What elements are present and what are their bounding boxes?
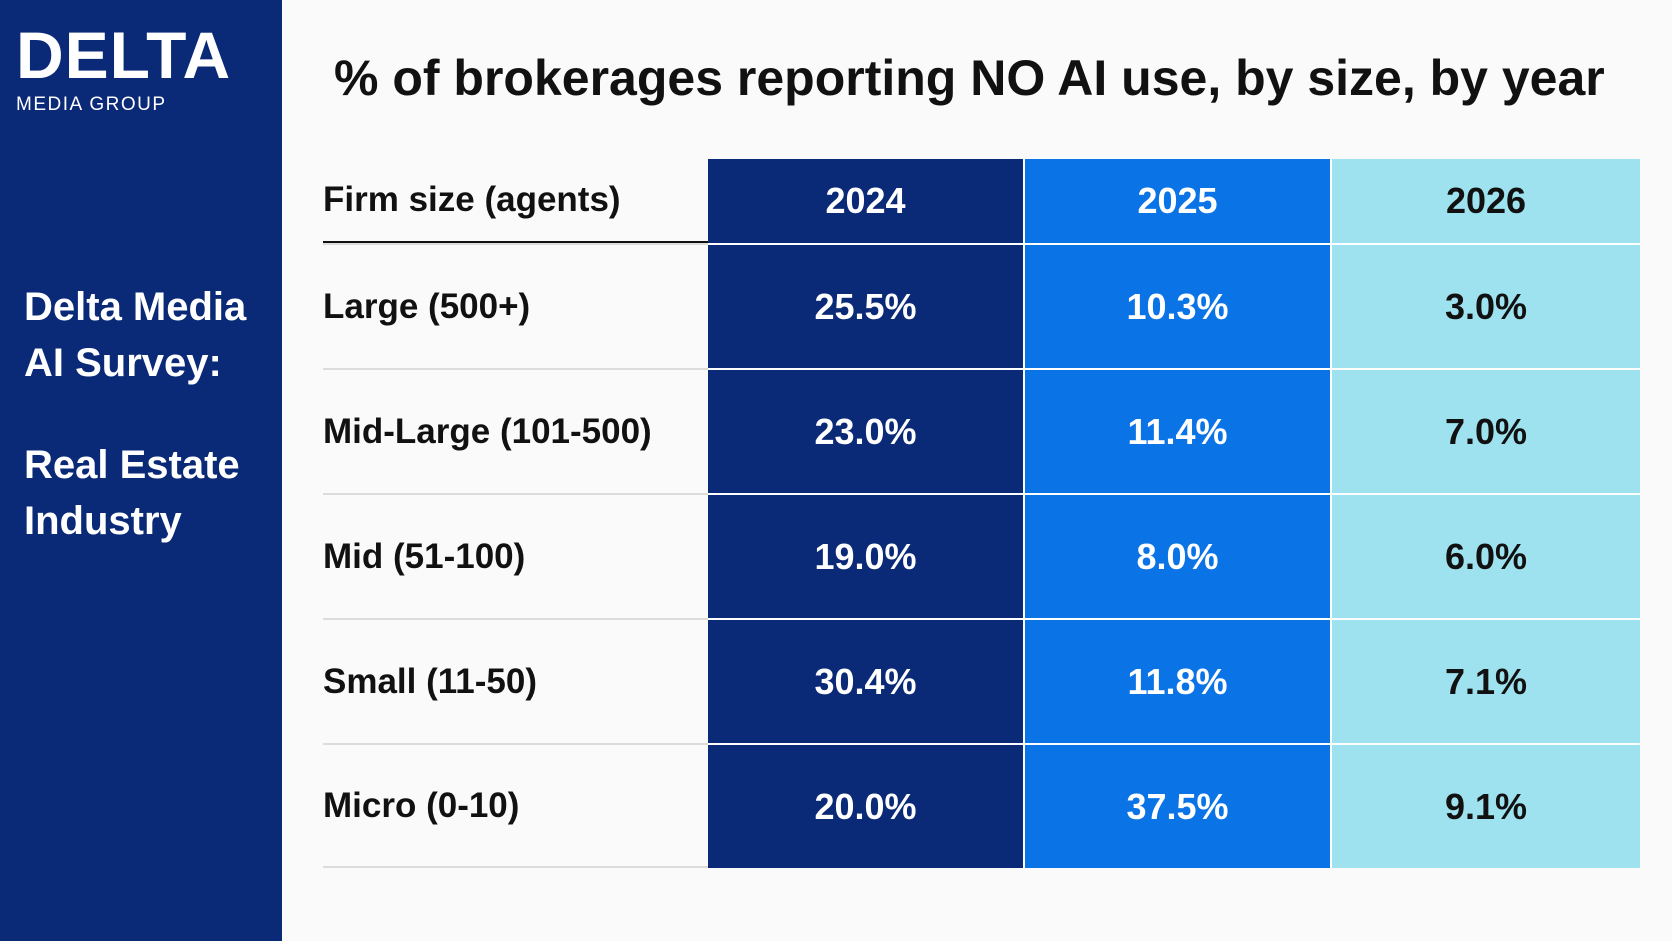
value-cell-2024: 20.0%: [708, 743, 1023, 868]
industry-title-line-2: Industry: [24, 499, 182, 543]
logo-text: DELTA: [16, 18, 232, 92]
row-label: Mid-Large (101-500): [323, 368, 708, 493]
column-header-2026: 2026: [1330, 159, 1640, 243]
row-label: Large (500+): [323, 243, 708, 368]
industry-title: Real Estate Industry: [24, 437, 240, 549]
logo-subtitle: MEDIA GROUP: [16, 94, 167, 115]
value-cell-2024: 25.5%: [708, 243, 1023, 368]
value-cell-2025: 8.0%: [1023, 493, 1330, 618]
logo-wordmark: DELTA: [16, 18, 232, 92]
value-cell-2026: 7.0%: [1330, 368, 1640, 493]
value-cell-2026: 7.1%: [1330, 618, 1640, 743]
row-label: Mid (51-100): [323, 493, 708, 618]
survey-title-line-1: Delta Media: [24, 285, 247, 329]
industry-title-line-1: Real Estate: [24, 443, 240, 487]
value-cell-2025: 11.4%: [1023, 368, 1330, 493]
row-label: Micro (0-10): [323, 743, 708, 868]
value-cell-2024: 23.0%: [708, 368, 1023, 493]
row-label: Small (11-50): [323, 618, 708, 743]
table-row: Small (11-50) 30.4% 11.8% 7.1%: [323, 618, 1640, 743]
value-cell-2024: 30.4%: [708, 618, 1023, 743]
survey-title-line-2: AI Survey:: [24, 341, 222, 385]
value-cell-2026: 9.1%: [1330, 743, 1640, 868]
table-row: Micro (0-10) 20.0% 37.5% 9.1%: [323, 743, 1640, 868]
column-header-2025: 2025: [1023, 159, 1330, 243]
value-cell-2025: 10.3%: [1023, 243, 1330, 368]
value-cell-2026: 3.0%: [1330, 243, 1640, 368]
column-header-2024: 2024: [708, 159, 1023, 243]
table-row: Large (500+) 25.5% 10.3% 3.0%: [323, 243, 1640, 368]
table-row: Mid (51-100) 19.0% 8.0% 6.0%: [323, 493, 1640, 618]
data-table: Firm size (agents) 2024 2025 2026 Large …: [323, 159, 1640, 868]
chart-title: % of brokerages reporting NO AI use, by …: [334, 50, 1605, 106]
value-cell-2025: 37.5%: [1023, 743, 1330, 868]
table-header-row: Firm size (agents) 2024 2025 2026: [323, 159, 1640, 243]
row-header-cell: Firm size (agents): [323, 159, 708, 243]
value-cell-2026: 6.0%: [1330, 493, 1640, 618]
delta-logo: DELTA MEDIA GROUP: [16, 18, 232, 116]
sidebar: DELTA MEDIA GROUP Delta Media AI Survey:…: [0, 0, 282, 941]
value-cell-2025: 11.8%: [1023, 618, 1330, 743]
table-row: Mid-Large (101-500) 23.0% 11.4% 7.0%: [323, 368, 1640, 493]
survey-title: Delta Media AI Survey:: [24, 279, 246, 391]
value-cell-2024: 19.0%: [708, 493, 1023, 618]
